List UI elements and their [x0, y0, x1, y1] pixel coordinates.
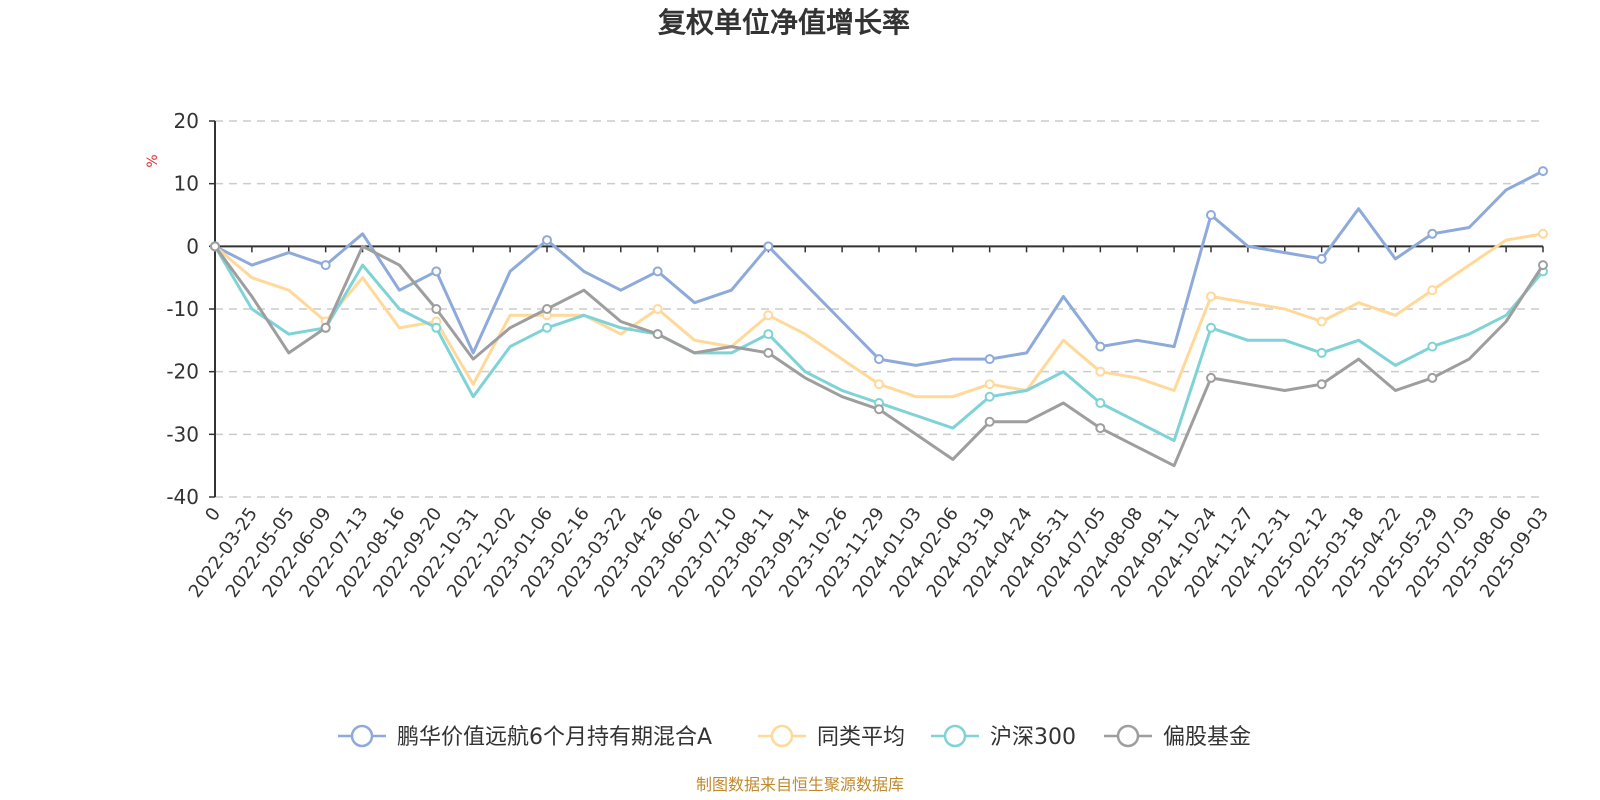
data-point [874, 379, 884, 390]
data-point [1316, 347, 1327, 358]
data-point [542, 235, 552, 246]
legend-marker [943, 724, 967, 748]
data-point [1095, 366, 1106, 377]
legend-label: 同类平均 [817, 725, 905, 750]
y-tick-label: -30 [166, 422, 199, 446]
grid-lines [215, 120, 1543, 498]
data-point [763, 347, 774, 358]
data-point [652, 329, 663, 340]
data-point [1538, 228, 1548, 239]
y-tick-labels: 20 10 0 -10 -20 -30 -40 [166, 109, 199, 509]
legend-label: 偏股基金 [1163, 725, 1251, 750]
data-point [1538, 166, 1548, 177]
data-point [984, 354, 995, 365]
legend-marker [1116, 724, 1140, 748]
data-point [763, 329, 774, 340]
legend-marker [770, 724, 794, 748]
legend-item[interactable]: 鹏华价值远航6个月持有期混合A [338, 724, 712, 750]
legend[interactable]: 鹏华价值远航6个月持有期混合A 同类平均 沪深300 偏股基金 [338, 724, 1251, 750]
data-point [1095, 398, 1106, 408]
data-point [210, 241, 220, 252]
series-lines [210, 166, 1548, 468]
data-point [1427, 285, 1438, 296]
series-line [214, 169, 1544, 367]
legend-marker [350, 724, 374, 748]
data-point [652, 304, 663, 314]
y-tick-label: -10 [166, 297, 199, 321]
y-tick-label: -40 [166, 485, 199, 509]
y-axis-unit: % [145, 154, 161, 167]
y-tick-label: -20 [166, 360, 199, 384]
data-point [1316, 253, 1327, 264]
legend-item[interactable]: 偏股基金 [1104, 724, 1251, 750]
legend-item[interactable]: 沪深300 [931, 724, 1076, 750]
data-point [431, 304, 442, 314]
data-point [763, 310, 774, 321]
chart-title: 复权单位净值增长率 [658, 6, 910, 39]
data-point [984, 379, 995, 390]
data-point [763, 241, 774, 252]
data-point [1316, 316, 1327, 327]
data-point [1206, 210, 1216, 220]
data-point [320, 260, 331, 271]
data-point [320, 322, 331, 333]
data-point [1316, 379, 1327, 390]
y-tick-label: 10 [174, 172, 199, 196]
data-point [431, 266, 442, 277]
data-point [1206, 322, 1216, 333]
axes [209, 120, 1544, 498]
data-point [431, 322, 442, 333]
data-point [1095, 341, 1106, 352]
data-point [874, 404, 884, 415]
x-tick-label: 0 [201, 504, 225, 525]
data-point [874, 354, 884, 365]
y-tick-label: 0 [186, 234, 199, 258]
source-note: 制图数据来自恒生聚源数据库 [696, 775, 904, 794]
data-point [542, 304, 552, 314]
data-point [1427, 341, 1438, 352]
data-point [984, 416, 995, 427]
data-point [1095, 423, 1106, 434]
data-point [1427, 228, 1438, 239]
data-point [984, 391, 995, 402]
data-point [1206, 372, 1216, 383]
data-point [1206, 291, 1216, 302]
data-point [542, 322, 552, 333]
y-tick-label: 20 [174, 109, 199, 133]
legend-label: 沪深300 [990, 725, 1076, 750]
legend-label: 鹏华价值远航6个月持有期混合A [397, 725, 712, 750]
legend-item[interactable]: 同类平均 [758, 724, 905, 750]
data-point [652, 266, 663, 277]
data-point [1427, 372, 1438, 383]
data-point [1538, 260, 1548, 271]
x-tick-labels: 02022-03-252022-05-052022-06-092022-07-1… [185, 504, 1553, 602]
